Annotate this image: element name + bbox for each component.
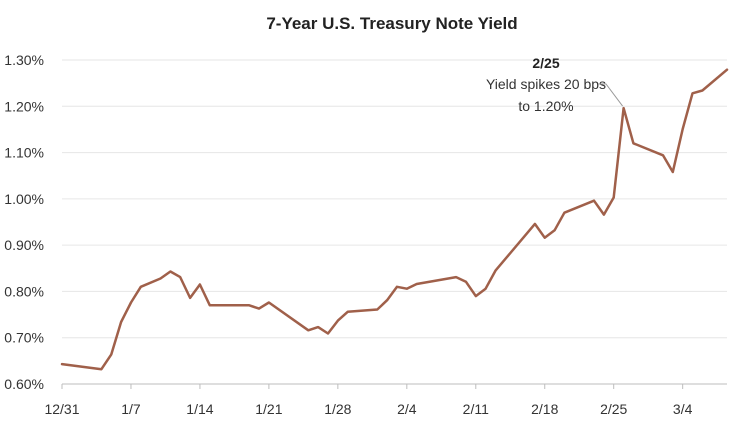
x-axis-ticks: 12/31 1/7 1/14 1/21 1/28 2/4 2/11 2/18 2/25 3/4	[44, 384, 693, 417]
chart-title: 7-Year U.S. Treasury Note Yield	[266, 14, 517, 33]
y-tick-label: 0.80%	[4, 283, 44, 299]
x-tick-label: 2/25	[600, 401, 627, 417]
annotation: 2/25 Yield spikes 20 bps to 1.20%	[486, 55, 623, 114]
annotation-leader-line	[598, 83, 623, 107]
grid-lines	[62, 59, 727, 385]
y-axis-ticks: 0.60% 0.70% 0.80% 0.90% 1.00% 1.10% 1.20% 1.30%	[4, 52, 44, 392]
annotation-text: Yield spikes 20 bps	[486, 76, 606, 92]
y-tick-label: 1.30%	[4, 52, 44, 68]
y-tick-label: 1.00%	[4, 191, 44, 207]
x-tick-label: 2/4	[397, 401, 417, 417]
series-line	[60, 68, 729, 371]
x-tick-label: 1/7	[121, 401, 141, 417]
x-tick-label: 2/11	[463, 401, 489, 417]
series-layer	[60, 68, 729, 371]
x-tick-label: 12/31	[44, 401, 79, 417]
y-tick-label: 0.70%	[4, 330, 44, 346]
annotation-text: to 1.20%	[518, 98, 573, 114]
x-tick-label: 1/28	[324, 401, 351, 417]
y-tick-label: 1.20%	[4, 98, 44, 114]
x-tick-label: 2/18	[531, 401, 558, 417]
x-tick-label: 1/21	[255, 401, 282, 417]
x-tick-label: 1/14	[186, 401, 213, 417]
annotation-heading: 2/25	[532, 55, 559, 71]
x-tick-label: 3/4	[673, 401, 693, 417]
y-tick-label: 0.90%	[4, 237, 44, 253]
y-tick-label: 1.10%	[4, 145, 44, 161]
y-tick-label: 0.60%	[4, 376, 44, 392]
